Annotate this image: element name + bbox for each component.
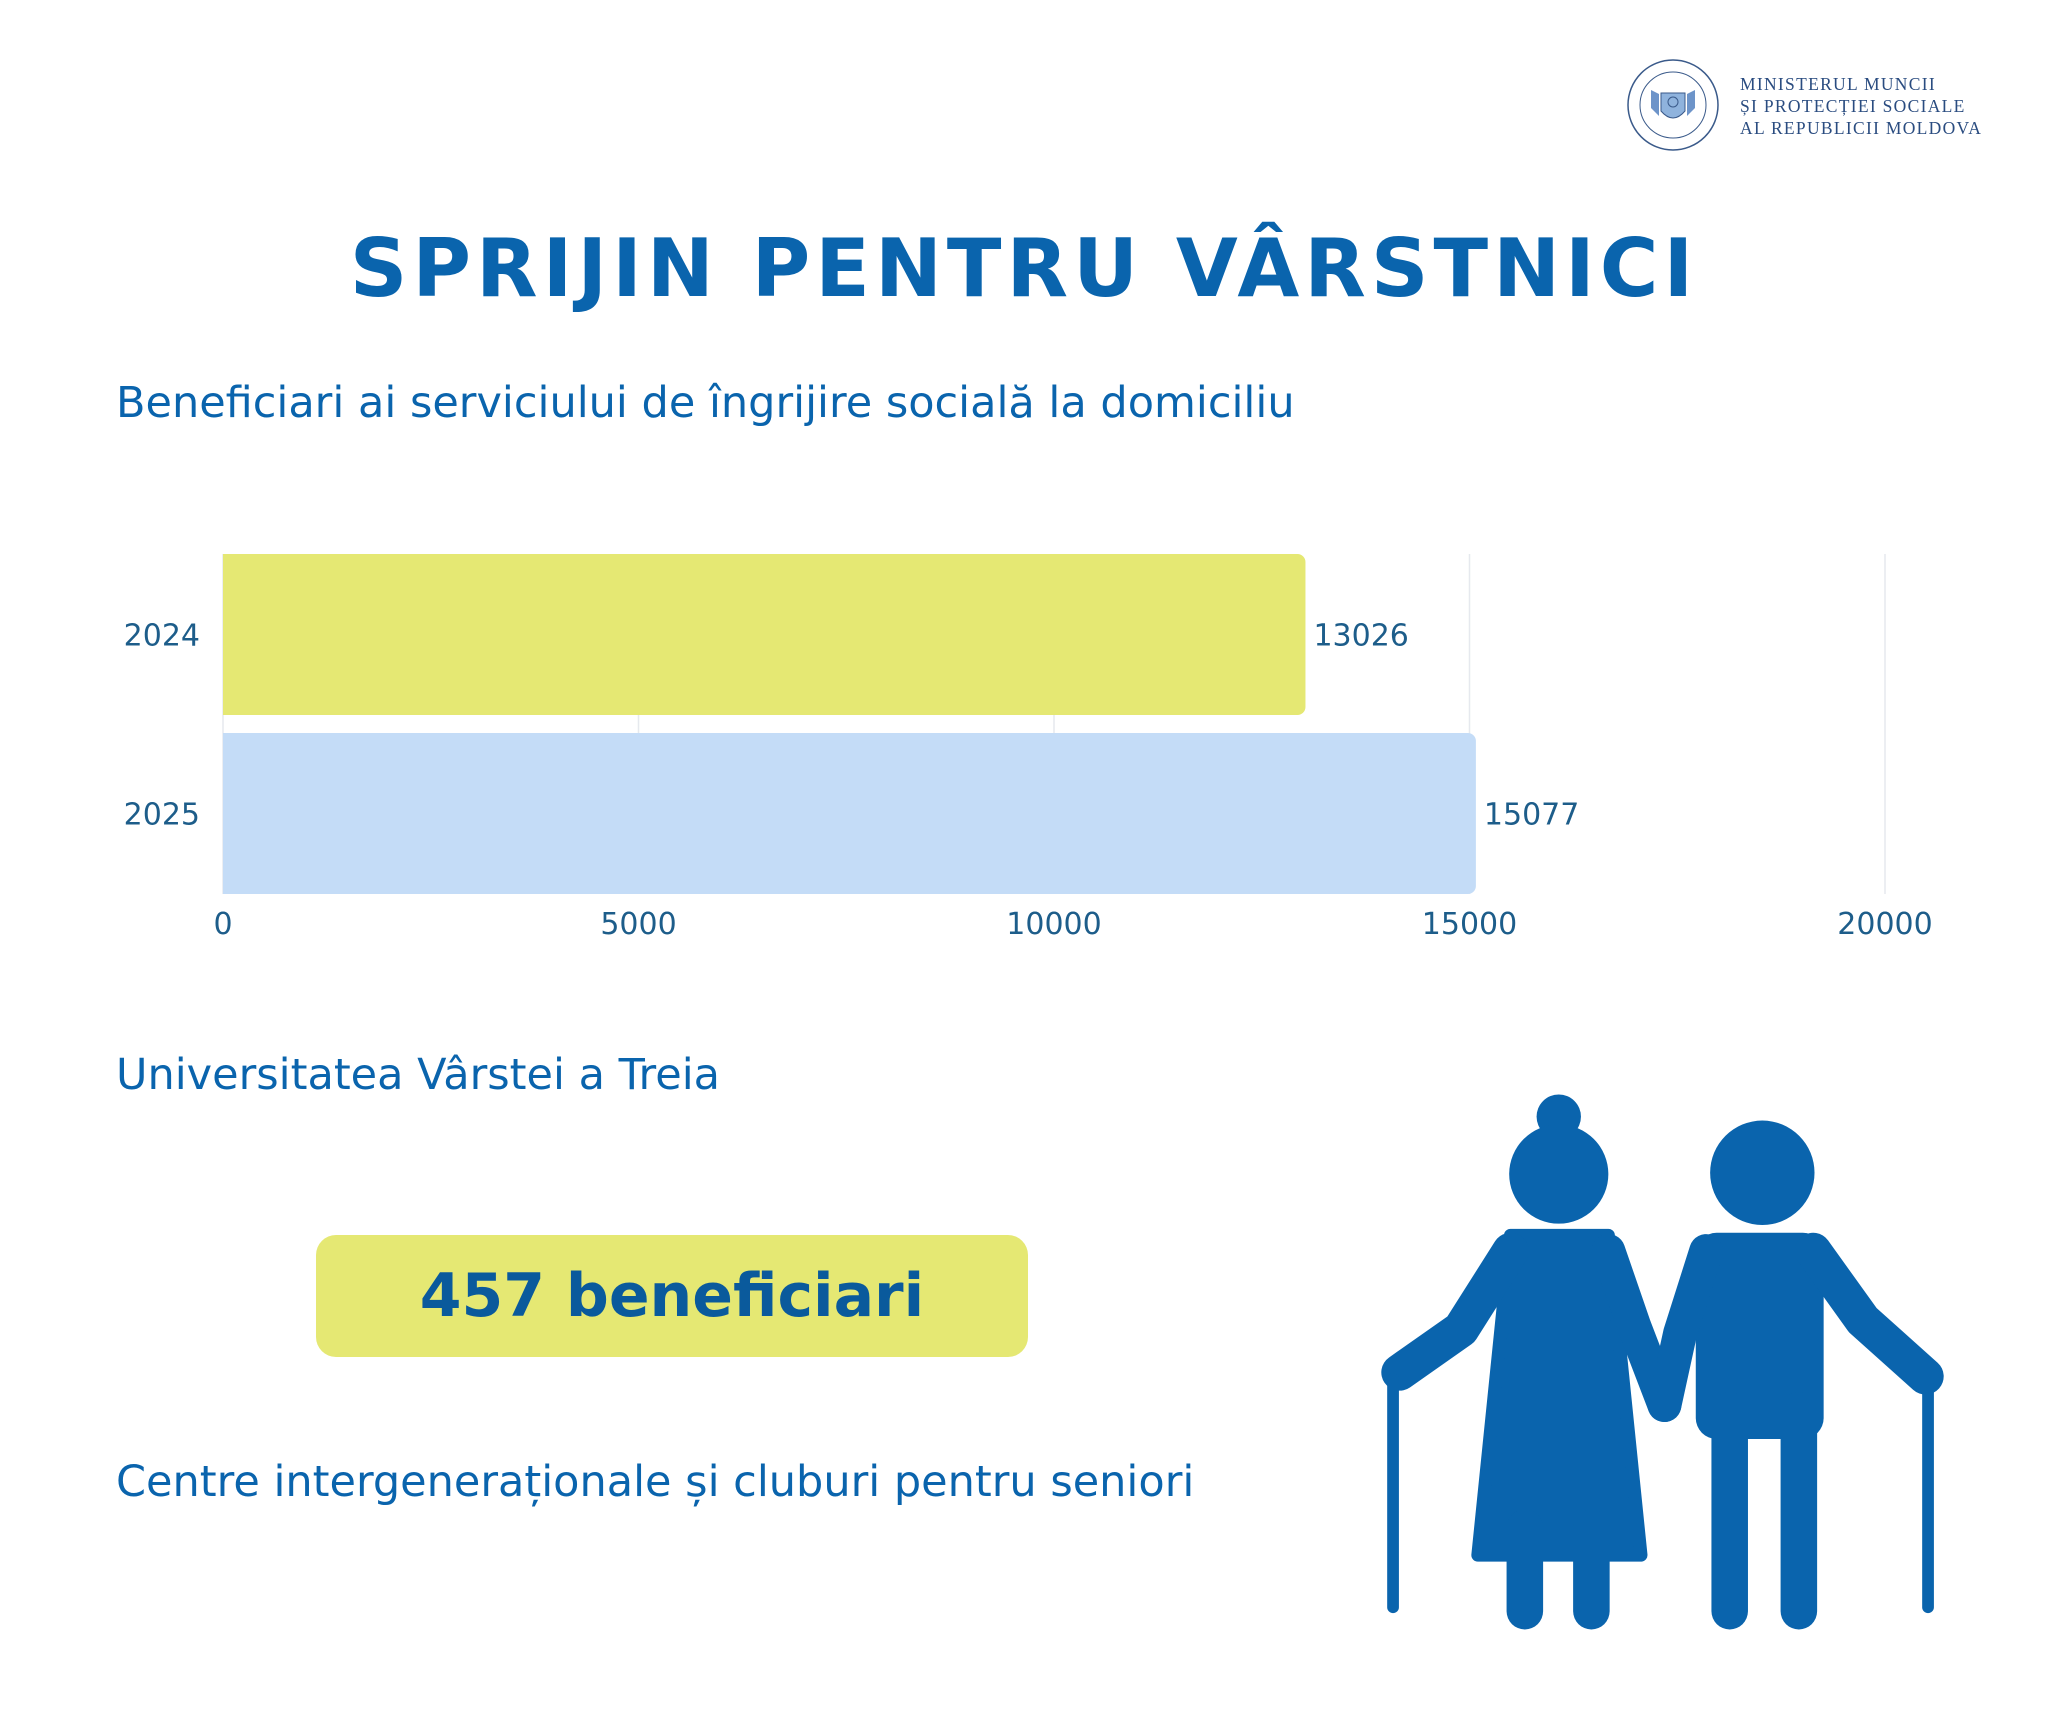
bar-edge: [223, 733, 235, 894]
x-tick-label: 0: [213, 907, 232, 940]
ministry-name: MINISTERUL MUNCII ȘI PROTECȚIEI SOCIALE …: [1740, 73, 1982, 139]
beneficiaries-bar-chart: 0 5000 10000 15000 20000 2024 13026 2025 15077: [124, 554, 1933, 940]
data-label: 13026: [1313, 619, 1408, 654]
university-heading: Universitatea Vârstei a Treia: [116, 1050, 721, 1100]
elderly-couple-icon: [1381, 1094, 1944, 1630]
ministry-line-3: AL REPUBLICII MOLDOVA: [1740, 118, 1983, 138]
x-tick-label: 10000: [1006, 907, 1101, 940]
home-care-heading: Beneficiari ai serviciului de îngrijire …: [116, 378, 1295, 428]
university-beneficiaries-badge: 457 beneficiari: [316, 1235, 1028, 1357]
x-tick-label: 15000: [1422, 907, 1517, 940]
x-tick-label: 20000: [1837, 907, 1932, 940]
y-category-label: 2024: [124, 619, 200, 654]
ministry-line-1: MINISTERUL MUNCII: [1740, 74, 1936, 94]
page-title: SPRIJIN PENTRU VÂRSTNICI: [349, 222, 1699, 315]
ministry-line-2: ȘI PROTECȚIEI SOCIALE: [1740, 96, 1966, 116]
bar-2025: [223, 733, 1476, 894]
bar-edge: [223, 554, 235, 715]
y-category-label: 2025: [124, 798, 200, 833]
government-seal-icon: [1627, 59, 1719, 151]
ministry-logo: [1625, 48, 2005, 163]
x-tick-label: 5000: [600, 907, 676, 940]
centers-heading: Centre intergeneraționale și cluburi pen…: [116, 1457, 1195, 1507]
data-label: 15077: [1484, 798, 1579, 833]
bar-2024: [223, 554, 1306, 715]
